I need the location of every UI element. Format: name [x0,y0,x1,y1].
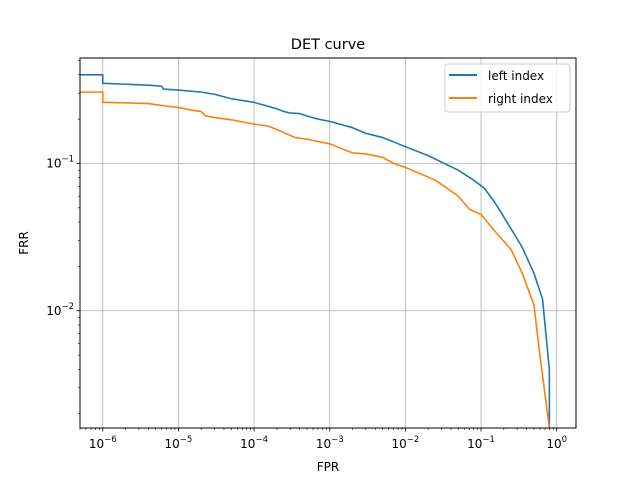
x-tick-label: 10−4 [240,435,268,451]
y-tick-label: 10−1 [46,154,74,170]
axis-ticks: 10−6 10−5 10−4 10−3 10−2 10−1 100 10−2 10−1 [46,60,567,451]
x-tick-label: 100 [546,435,567,451]
x-axis-label: FPR [317,460,339,474]
y-axis-label: FRR [17,231,31,255]
x-tick-label: 10−6 [89,435,117,451]
plot-frame [79,57,577,429]
series-line-left-index [80,73,551,428]
legend-label-right-index: right index [488,92,553,106]
y-tick-label: 10−2 [46,302,74,318]
grid-lines [80,58,576,428]
x-tick-label: 10−1 [467,435,495,451]
x-tick-label: 10−3 [316,435,344,451]
x-tick-label: 10−5 [165,435,193,451]
series-line-right-index [80,91,551,428]
legend: left index right index [444,63,571,113]
x-tick-label: 10−2 [391,435,419,451]
chart-title: DET curve [291,37,365,53]
legend-label-left-index: left index [488,69,544,83]
series-layer [80,73,551,428]
